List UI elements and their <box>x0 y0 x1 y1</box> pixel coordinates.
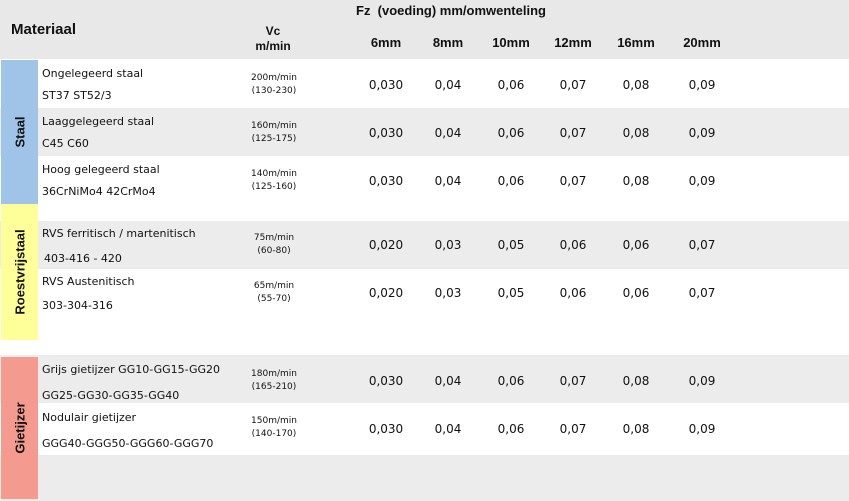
header-fz-title: Fz (voeding) mm/omwenteling <box>356 3 546 18</box>
vc-range: (60-80) <box>257 246 291 256</box>
material-name: Nodulair gietijzer <box>42 411 137 424</box>
feed-16mm: 0,08 <box>622 126 650 140</box>
header-size-12mm: 12mm <box>554 35 592 50</box>
feed-6mm: 0,030 <box>368 126 404 140</box>
material-name: Ongelegeerd staal <box>42 67 144 80</box>
header-vc: Vc m/min <box>248 24 298 54</box>
vc-value: 160m/min <box>251 121 297 131</box>
row-band <box>0 156 849 204</box>
row-band <box>0 455 849 501</box>
material-grades: GGG40-GGG50-GGG60-GGG70 <box>42 437 214 450</box>
row-band <box>0 108 849 156</box>
table-header: Materiaal Vc m/min Fz (voeding) mm/omwen… <box>0 0 849 59</box>
vc-range: (130-230) <box>251 86 297 96</box>
feed-20mm: 0,09 <box>688 422 716 436</box>
feed-8mm: 0,04 <box>434 78 462 92</box>
feed-6mm: 0,020 <box>368 238 404 252</box>
material-grades: 403-416 - 420 <box>44 252 122 265</box>
group-label-staal: Staal <box>12 116 27 148</box>
vc-value: 65m/min <box>253 281 295 291</box>
material-grades: ST37 ST52/3 <box>42 89 112 102</box>
vc-range: (55-70) <box>257 294 291 304</box>
group-bar-staal: Staal <box>1 60 38 204</box>
header-size-16mm: 16mm <box>617 35 655 50</box>
row-band <box>0 355 849 403</box>
vc-range: (165-210) <box>251 382 297 392</box>
feed-12mm: 0,07 <box>559 126 587 140</box>
vc-range: (125-160) <box>251 182 297 192</box>
material-name: Laaggelegeerd staal <box>42 115 155 128</box>
vc-value: 180m/min <box>251 369 297 379</box>
material-grades: C45 C60 <box>42 137 89 150</box>
vc-value: 75m/min <box>253 233 295 243</box>
feed-10mm: 0,06 <box>497 374 525 388</box>
vc-value: 140m/min <box>251 169 297 179</box>
material-name: Hoog gelegeerd staal <box>42 163 160 176</box>
feed-10mm: 0,06 <box>497 174 525 188</box>
feed-6mm: 0,030 <box>368 174 404 188</box>
vc-value: 200m/min <box>251 73 297 83</box>
feed-10mm: 0,05 <box>497 238 525 252</box>
feed-16mm: 0,08 <box>622 422 650 436</box>
feed-8mm: 0,04 <box>434 126 462 140</box>
feed-20mm: 0,07 <box>688 238 716 252</box>
feed-8mm: 0,03 <box>434 238 462 252</box>
feed-16mm: 0,08 <box>622 174 650 188</box>
feed-8mm: 0,04 <box>434 374 462 388</box>
header-vc-label: Vc <box>265 24 281 38</box>
header-vc-unit: m/min <box>255 39 291 53</box>
feed-20mm: 0,09 <box>688 78 716 92</box>
header-size-8mm: 8mm <box>432 35 464 50</box>
group-label-roestvrijstaal: Roestvrijstaal <box>12 229 27 315</box>
group-bar-gietijzer: Gietijzer <box>1 357 38 499</box>
feed-12mm: 0,07 <box>559 422 587 436</box>
row-band <box>0 269 849 317</box>
header-size-6mm: 6mm <box>370 35 402 50</box>
feed-12mm: 0,06 <box>559 238 587 252</box>
feed-6mm: 0,030 <box>368 78 404 92</box>
feed-16mm: 0,06 <box>622 238 650 252</box>
material-name: RVS Austenitisch <box>42 275 135 288</box>
material-name: RVS ferritisch / martenitisch <box>42 227 196 240</box>
feed-16mm: 0,06 <box>622 286 650 300</box>
vc-range: (125-175) <box>251 134 297 144</box>
row-band <box>0 405 849 453</box>
vc-range: (140-170) <box>251 429 297 439</box>
feed-20mm: 0,09 <box>688 374 716 388</box>
feed-8mm: 0,04 <box>434 174 462 188</box>
feed-16mm: 0,08 <box>622 374 650 388</box>
feed-12mm: 0,07 <box>559 174 587 188</box>
feed-20mm: 0,07 <box>688 286 716 300</box>
group-label-gietijzer: Gietijzer <box>12 402 27 454</box>
feed-8mm: 0,04 <box>434 422 462 436</box>
feed-10mm: 0,06 <box>497 422 525 436</box>
feed-10mm: 0,06 <box>497 78 525 92</box>
feed-12mm: 0,07 <box>559 374 587 388</box>
material-grades: 36CrNiMo4 42CrMo4 <box>42 185 156 198</box>
material-name: Grijs gietijzer GG10-GG15-GG20 <box>42 363 221 376</box>
header-size-10mm: 10mm <box>492 35 530 50</box>
feed-6mm: 0,030 <box>368 422 404 436</box>
feed-10mm: 0,06 <box>497 126 525 140</box>
feed-6mm: 0,020 <box>368 286 404 300</box>
row-band <box>0 221 849 269</box>
group-bar-roestvrijstaal: Roestvrijstaal <box>1 204 38 340</box>
feed-8mm: 0,03 <box>434 286 462 300</box>
header-size-20mm: 20mm <box>683 35 721 50</box>
feed-10mm: 0,05 <box>497 286 525 300</box>
feed-16mm: 0,08 <box>622 78 650 92</box>
feed-6mm: 0,030 <box>368 374 404 388</box>
header-materiaal: Materiaal <box>11 21 77 38</box>
feed-20mm: 0,09 <box>688 174 716 188</box>
vc-value: 150m/min <box>251 416 297 426</box>
feed-12mm: 0,06 <box>559 286 587 300</box>
material-grades: 303-304-316 <box>42 299 113 312</box>
row-band <box>0 60 849 108</box>
material-grades: GG25-GG30-GG35-GG40 <box>42 389 180 402</box>
feed-12mm: 0,07 <box>559 78 587 92</box>
feed-20mm: 0,09 <box>688 126 716 140</box>
